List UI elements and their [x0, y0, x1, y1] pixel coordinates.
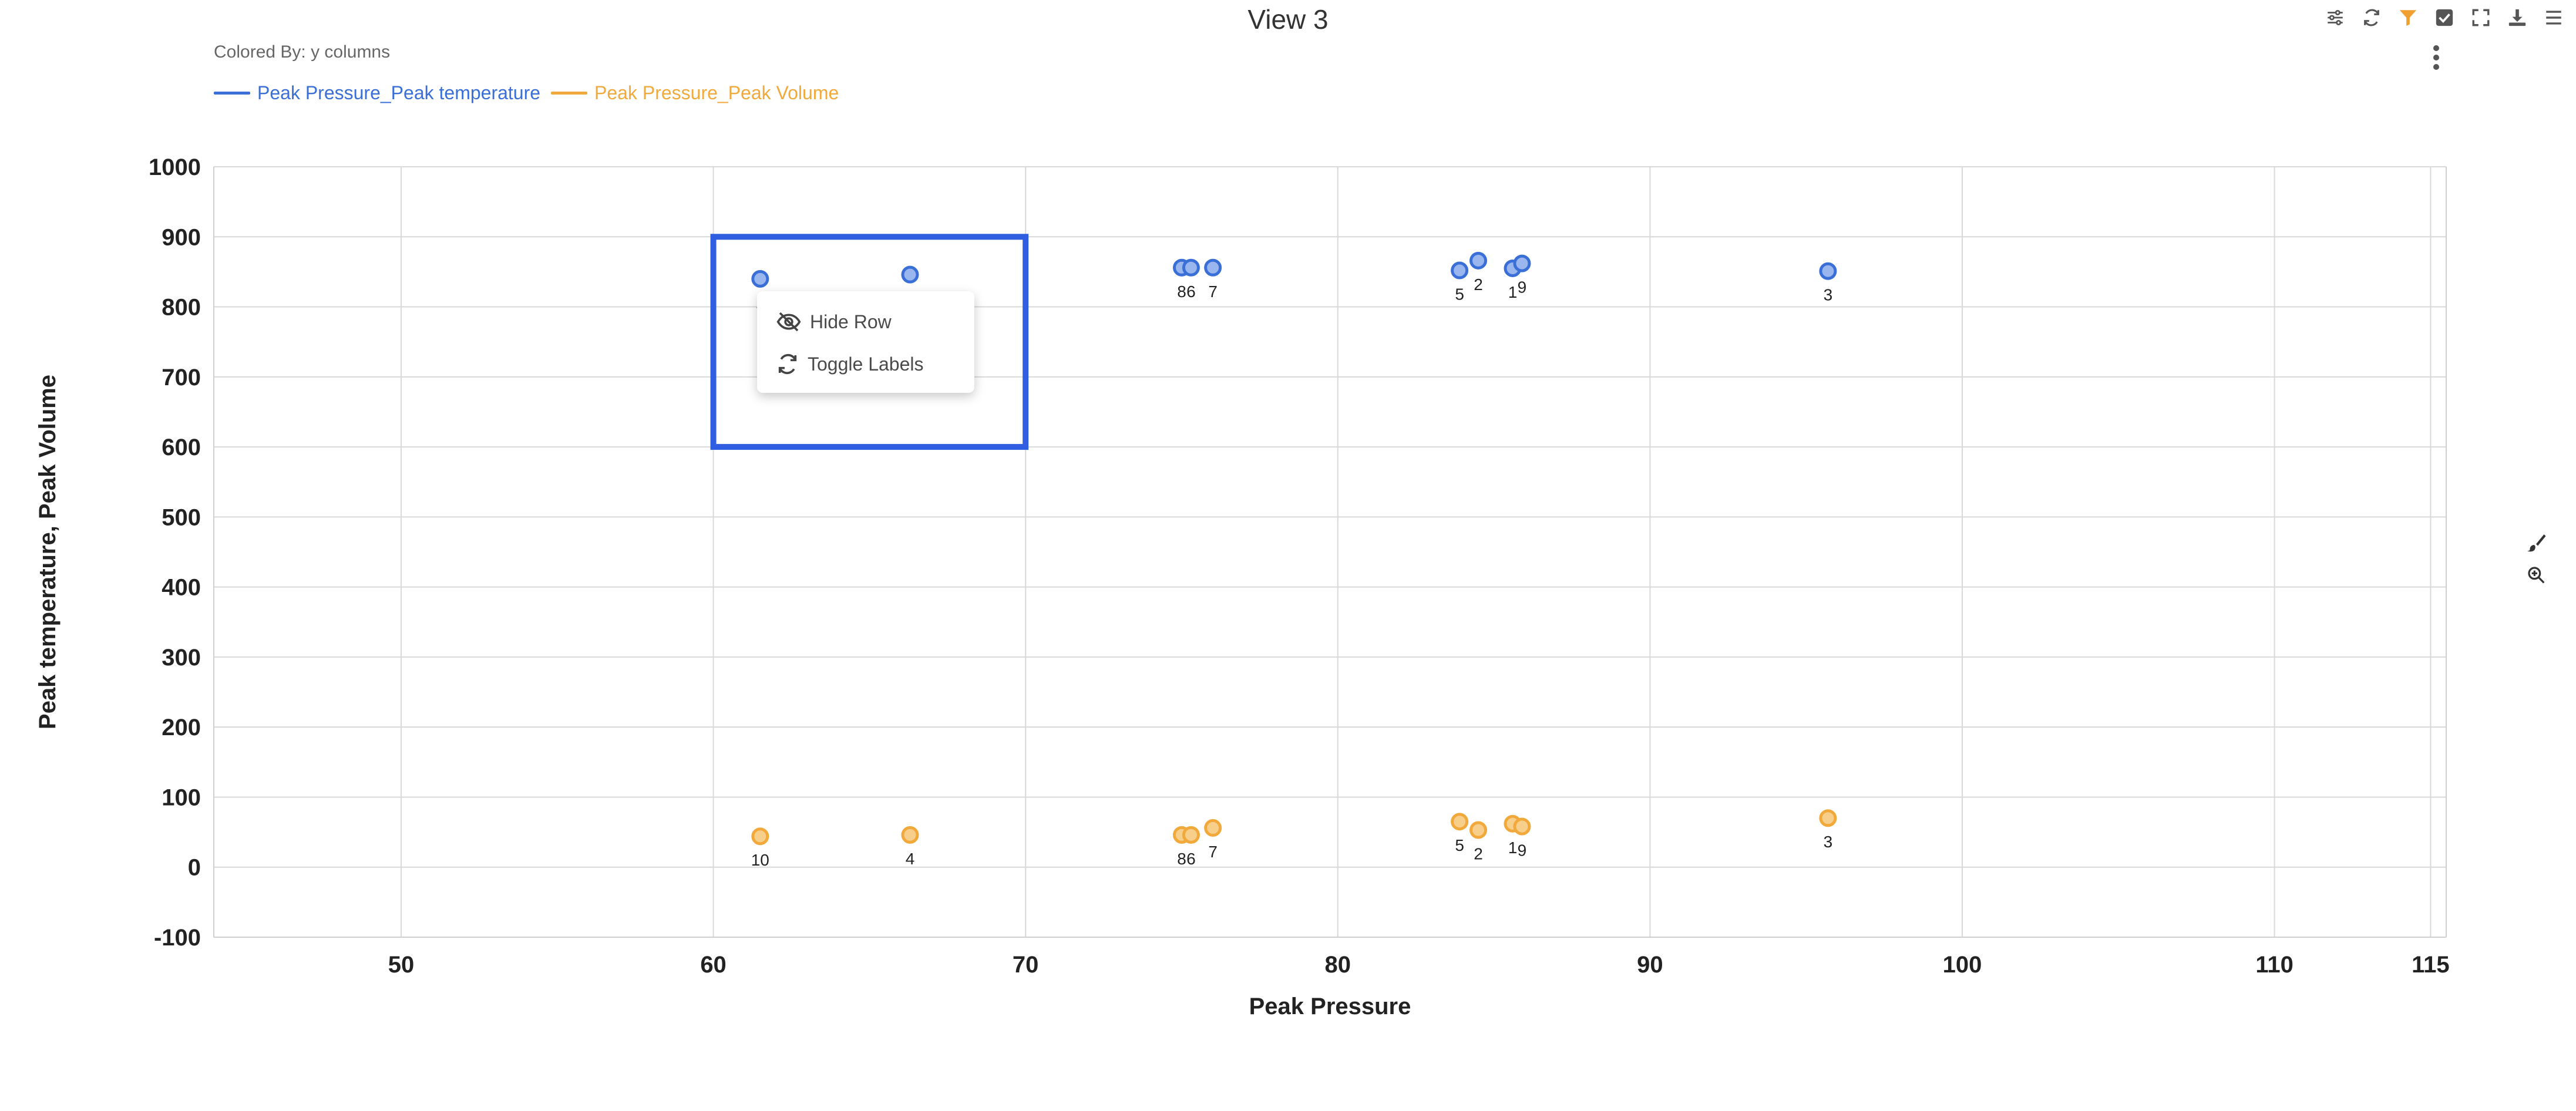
legend-label-series2: Peak Pressure_Peak Volume [594, 82, 839, 103]
legend: Peak Pressure_Peak temperature Peak Pres… [214, 82, 839, 104]
point-label: 1 [1508, 283, 1518, 301]
chart-toolbar [2323, 6, 2565, 29]
checkbox-icon[interactable] [2433, 6, 2456, 29]
x-tick-label: 70 [1013, 952, 1039, 978]
point-label: 4 [906, 850, 915, 868]
x-tick-label: 60 [700, 952, 727, 978]
point-label: 7 [1208, 843, 1218, 861]
data-point [1182, 826, 1200, 844]
data-point [1819, 809, 1837, 827]
point-label: 2 [1474, 275, 1483, 294]
x-tick-label: 110 [2255, 952, 2293, 978]
data-point [1451, 261, 1469, 280]
download-icon[interactable] [2506, 6, 2529, 29]
toggle-labels-menu-item[interactable]: Toggle Labels [776, 352, 923, 376]
data-point [1819, 262, 1837, 280]
x-tick-label: 100 [1943, 952, 1982, 978]
y-tick-label: 300 [162, 645, 201, 671]
y-tick-label: 500 [162, 504, 201, 530]
data-point [1182, 258, 1200, 277]
data-point [751, 827, 769, 846]
data-point [1469, 821, 1488, 839]
legend-swatch-series2 [551, 92, 588, 95]
point-label: 8 [1177, 850, 1186, 868]
sliders-icon[interactable] [2323, 6, 2347, 29]
y-tick-label: 800 [162, 295, 201, 321]
hide-row-menu-item[interactable]: Hide Row [776, 310, 892, 334]
y-tick-label: 100 [162, 785, 201, 810]
menu-icon[interactable] [2542, 6, 2565, 29]
data-point [901, 265, 919, 284]
legend-label-series1: Peak Pressure_Peak temperature [257, 82, 541, 103]
chart-title: View 3 [1247, 4, 1329, 35]
point-label: 5 [1455, 836, 1464, 854]
y-tick-label: 200 [162, 715, 201, 740]
toggle-labels-label: Toggle Labels [808, 353, 924, 375]
legend-item-series2[interactable]: Peak Pressure_Peak Volume [551, 82, 839, 104]
x-axis-title: Peak Pressure [1249, 994, 1411, 1019]
data-point [1204, 819, 1222, 837]
data-point [901, 826, 919, 844]
data-point [1513, 254, 1531, 272]
data-point [1469, 251, 1488, 270]
x-tick-label: 80 [1325, 952, 1351, 978]
hide-row-label: Hide Row [810, 311, 892, 332]
y-tick-label: -100 [154, 925, 201, 951]
zoom-in-icon[interactable] [2524, 563, 2548, 587]
y-tick-label: 700 [162, 365, 201, 390]
fullscreen-icon[interactable] [2469, 6, 2493, 29]
data-point [1451, 813, 1469, 831]
y-tick-label: 1000 [149, 154, 201, 180]
eye-slash-icon [776, 312, 801, 332]
x-tick-label: 115 [2412, 952, 2450, 978]
x-tick-label: 50 [388, 952, 415, 978]
point-label: 8 [1177, 282, 1186, 301]
legend-swatch-series1 [214, 92, 250, 95]
point-label: 6 [1186, 850, 1196, 868]
y-tick-label: 400 [162, 575, 201, 601]
selection-box [710, 234, 1029, 450]
y-tick-label: 600 [162, 435, 201, 460]
context-menu: Hide Row Toggle Labels [757, 291, 974, 393]
point-label: 9 [1518, 278, 1527, 297]
data-point [1204, 258, 1222, 277]
y-axis-title: Peak temperature, Peak Volume [35, 375, 60, 729]
side-tools [2524, 531, 2548, 587]
brush-icon[interactable] [2524, 531, 2548, 555]
legend-item-series1[interactable]: Peak Pressure_Peak temperature [214, 82, 540, 104]
y-tick-label: 0 [188, 855, 201, 881]
colored-by-label: Colored By: y columns [214, 42, 391, 62]
point-label: 3 [1824, 286, 1833, 304]
point-label: 6 [1186, 282, 1196, 301]
data-point [751, 270, 769, 288]
data-point [1513, 817, 1531, 836]
y-tick-label: 900 [162, 224, 201, 250]
more-options-icon[interactable] [2424, 42, 2448, 78]
filter-icon[interactable] [2396, 6, 2420, 29]
point-label: 1 [1508, 839, 1518, 857]
refresh-icon [778, 354, 797, 375]
x-tick-label: 90 [1637, 952, 1663, 978]
point-label: 9 [1518, 841, 1527, 860]
refresh-icon[interactable] [2360, 6, 2383, 29]
point-label: 10 [751, 851, 769, 869]
point-label: 7 [1208, 282, 1218, 301]
point-label: 3 [1824, 833, 1833, 851]
point-label: 2 [1474, 845, 1483, 863]
point-label: 5 [1455, 285, 1464, 304]
